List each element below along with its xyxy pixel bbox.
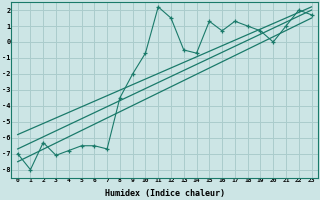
X-axis label: Humidex (Indice chaleur): Humidex (Indice chaleur) <box>105 189 225 198</box>
